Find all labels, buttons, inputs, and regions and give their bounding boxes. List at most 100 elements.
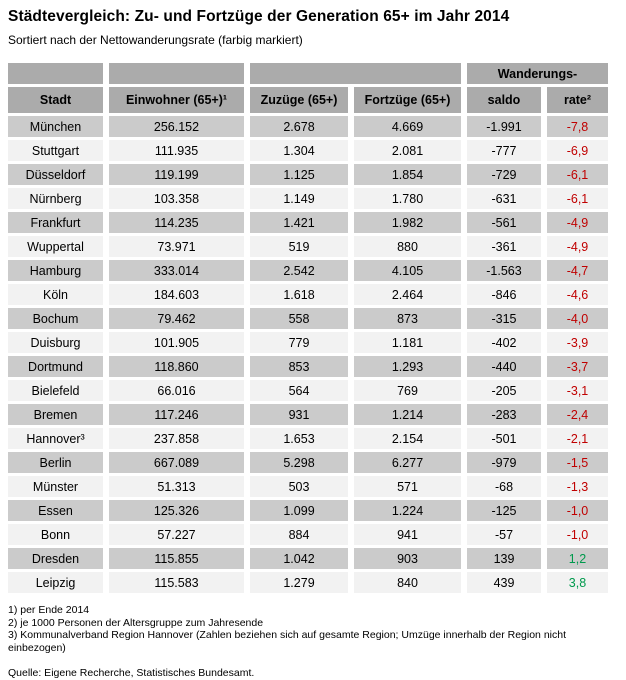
table-row: Nürnberg 103.358 1.149 1.780 -631 -6,1 xyxy=(8,188,608,209)
cell-einwohner: 237.858 xyxy=(109,428,244,449)
cell-zuzuege: 931 xyxy=(250,404,348,425)
cell-rate: -4,9 xyxy=(547,236,608,257)
cell-zuzuege: 1.304 xyxy=(250,140,348,161)
table-row: Münster 51.313 503 571 -68 -1,3 xyxy=(8,476,608,497)
cell-fortzuege: 903 xyxy=(354,548,461,569)
cell-saldo: -979 xyxy=(467,452,541,473)
cell-zuzuege: 1.421 xyxy=(250,212,348,233)
cell-zuzuege: 564 xyxy=(250,380,348,401)
table-row: Dortmund 118.860 853 1.293 -440 -3,7 xyxy=(8,356,608,377)
table-row: Leipzig 115.583 1.279 840 439 3,8 xyxy=(8,572,608,593)
cell-einwohner: 73.971 xyxy=(109,236,244,257)
table-header-row: Stadt Einwohner (65+)¹ Zuzüge (65+) Fort… xyxy=(8,87,608,113)
cell-zuzuege: 1.618 xyxy=(250,284,348,305)
cell-fortzuege: 2.081 xyxy=(354,140,461,161)
cell-einwohner: 51.313 xyxy=(109,476,244,497)
cell-einwohner: 114.235 xyxy=(109,212,244,233)
cell-saldo: -1.563 xyxy=(467,260,541,281)
cell-stadt: Stuttgart xyxy=(8,140,103,161)
cell-rate: -1,3 xyxy=(547,476,608,497)
cell-zuzuege: 1.042 xyxy=(250,548,348,569)
col-header-saldo: saldo xyxy=(467,87,541,113)
cell-fortzuege: 571 xyxy=(354,476,461,497)
table-row: Bonn 57.227 884 941 -57 -1,0 xyxy=(8,524,608,545)
cell-stadt: Münster xyxy=(8,476,103,497)
group-header-blank-zuzuege-fortzuege xyxy=(250,63,461,84)
cell-rate: -6,1 xyxy=(547,188,608,209)
cell-zuzuege: 1.125 xyxy=(250,164,348,185)
cell-stadt: Nürnberg xyxy=(8,188,103,209)
cell-rate: -1,5 xyxy=(547,452,608,473)
footnotes: 1) per Ende 2014 2) je 1000 Personen der… xyxy=(8,604,620,654)
cell-saldo: 139 xyxy=(467,548,541,569)
table-row: Stuttgart 111.935 1.304 2.081 -777 -6,9 xyxy=(8,140,608,161)
cell-einwohner: 101.905 xyxy=(109,332,244,353)
col-header-zuzuege: Zuzüge (65+) xyxy=(250,87,348,113)
footnote-1: 1) per Ende 2014 xyxy=(8,604,90,616)
table-row: Bremen 117.246 931 1.214 -283 -2,4 xyxy=(8,404,608,425)
cell-zuzuege: 5.298 xyxy=(250,452,348,473)
cell-rate: -4,0 xyxy=(547,308,608,329)
table-row: Dresden 115.855 1.042 903 139 1,2 xyxy=(8,548,608,569)
cell-einwohner: 115.855 xyxy=(109,548,244,569)
cell-rate: -4,7 xyxy=(547,260,608,281)
cell-saldo: -561 xyxy=(467,212,541,233)
cell-fortzuege: 1.854 xyxy=(354,164,461,185)
table-head: Wanderungs- Stadt Einwohner (65+)¹ Zuzüg… xyxy=(8,63,608,113)
table-row: Hannover³ 237.858 1.653 2.154 -501 -2,1 xyxy=(8,428,608,449)
cell-rate: 1,2 xyxy=(547,548,608,569)
cell-stadt: Dresden xyxy=(8,548,103,569)
cell-saldo: -1.991 xyxy=(467,116,541,137)
cell-stadt: Duisburg xyxy=(8,332,103,353)
cell-einwohner: 103.358 xyxy=(109,188,244,209)
table-group-header-row: Wanderungs- xyxy=(8,63,608,84)
cell-saldo: -57 xyxy=(467,524,541,545)
cell-fortzuege: 880 xyxy=(354,236,461,257)
cell-fortzuege: 4.105 xyxy=(354,260,461,281)
col-header-stadt: Stadt xyxy=(8,87,103,113)
cell-einwohner: 118.860 xyxy=(109,356,244,377)
cell-rate: -7,8 xyxy=(547,116,608,137)
table-row: Düsseldorf 119.199 1.125 1.854 -729 -6,1 xyxy=(8,164,608,185)
cell-fortzuege: 769 xyxy=(354,380,461,401)
table-row: Berlin 667.089 5.298 6.277 -979 -1,5 xyxy=(8,452,608,473)
cell-saldo: -283 xyxy=(467,404,541,425)
cell-zuzuege: 2.678 xyxy=(250,116,348,137)
cell-einwohner: 125.326 xyxy=(109,500,244,521)
cell-zuzuege: 1.653 xyxy=(250,428,348,449)
group-header-blank-stadt xyxy=(8,63,103,84)
cell-rate: -4,9 xyxy=(547,212,608,233)
cell-fortzuege: 873 xyxy=(354,308,461,329)
table-body: München 256.152 2.678 4.669 -1.991 -7,8 … xyxy=(8,116,608,593)
cell-rate: -3,1 xyxy=(547,380,608,401)
cell-fortzuege: 6.277 xyxy=(354,452,461,473)
table-row: München 256.152 2.678 4.669 -1.991 -7,8 xyxy=(8,116,608,137)
cell-saldo: -205 xyxy=(467,380,541,401)
city-comparison-table: Wanderungs- Stadt Einwohner (65+)¹ Zuzüg… xyxy=(2,60,614,596)
cell-stadt: Dortmund xyxy=(8,356,103,377)
cell-saldo: -501 xyxy=(467,428,541,449)
cell-fortzuege: 840 xyxy=(354,572,461,593)
cell-stadt: Hamburg xyxy=(8,260,103,281)
cell-fortzuege: 1.982 xyxy=(354,212,461,233)
source-line: Quelle: Eigene Recherche, Statistisches … xyxy=(8,667,255,679)
cell-zuzuege: 558 xyxy=(250,308,348,329)
cell-zuzuege: 853 xyxy=(250,356,348,377)
footnote-2: 2) je 1000 Personen der Altersgruppe zum… xyxy=(8,616,264,629)
cell-einwohner: 184.603 xyxy=(109,284,244,305)
cell-stadt: Wuppertal xyxy=(8,236,103,257)
cell-stadt: Berlin xyxy=(8,452,103,473)
cell-rate: -3,7 xyxy=(547,356,608,377)
cell-fortzuege: 1.181 xyxy=(354,332,461,353)
col-header-fortzuege: Fortzüge (65+) xyxy=(354,87,461,113)
page-title: Städtevergleich: Zu- und Fortzüge der Ge… xyxy=(8,8,510,25)
cell-saldo: -729 xyxy=(467,164,541,185)
cell-einwohner: 79.462 xyxy=(109,308,244,329)
cell-rate: -2,4 xyxy=(547,404,608,425)
table-row: Frankfurt 114.235 1.421 1.982 -561 -4,9 xyxy=(8,212,608,233)
cell-saldo: 439 xyxy=(467,572,541,593)
cell-fortzuege: 2.154 xyxy=(354,428,461,449)
table-row: Wuppertal 73.971 519 880 -361 -4,9 xyxy=(8,236,608,257)
cell-fortzuege: 4.669 xyxy=(354,116,461,137)
